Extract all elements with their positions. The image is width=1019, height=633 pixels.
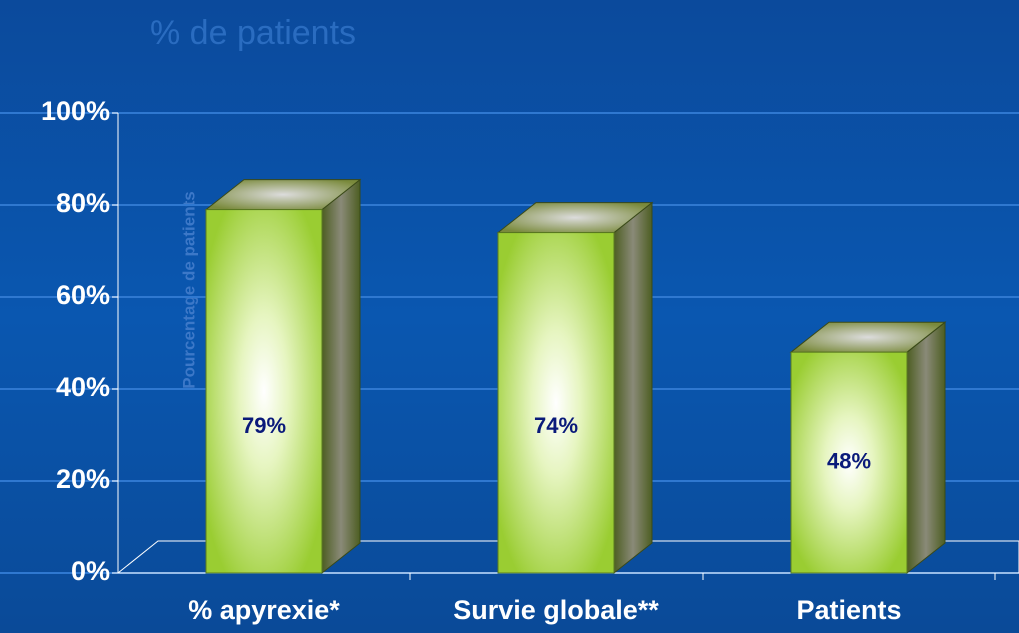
x-tick-label: Survie globale** xyxy=(453,595,659,625)
x-tick-label: Patients xyxy=(796,595,901,625)
y-tick-label: 80% xyxy=(56,188,110,218)
y-axis-label: Pourcentage de patients xyxy=(179,191,198,388)
bar-side xyxy=(906,321,946,575)
value-label: 74% xyxy=(534,413,578,438)
chart-title: % de patients xyxy=(150,14,356,52)
y-tick-label: 20% xyxy=(56,464,110,494)
bar-side xyxy=(321,178,361,575)
y-tick-label: 100% xyxy=(41,96,110,126)
bar xyxy=(790,351,908,574)
y-tick-label: 40% xyxy=(56,372,110,402)
value-label: 79% xyxy=(242,413,286,438)
bar xyxy=(497,232,615,574)
value-label: 48% xyxy=(827,448,871,473)
bar-side xyxy=(613,201,653,575)
bar xyxy=(205,209,323,574)
y-tick-label: 0% xyxy=(71,556,110,586)
y-tick-label: 60% xyxy=(56,280,110,310)
x-tick-label: % apyrexie* xyxy=(188,595,340,625)
